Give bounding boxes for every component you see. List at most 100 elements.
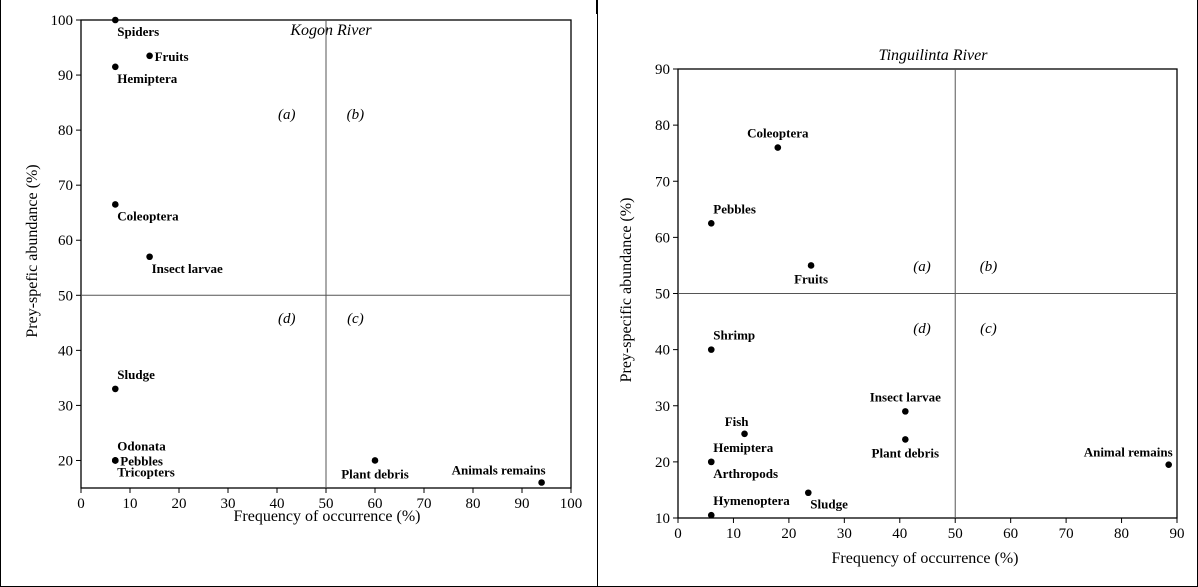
data-point-label: Plant debris — [872, 445, 940, 460]
y-tick-label: 90 — [58, 68, 73, 84]
y-tick-label: 30 — [655, 399, 670, 415]
y-tick-label: 60 — [655, 230, 670, 246]
x-tick-label: 10 — [726, 526, 741, 542]
data-point — [707, 511, 715, 519]
x-tick-label: 40 — [892, 526, 907, 542]
x-axis-label-kogon: Frequency of occurrence (%) — [233, 508, 420, 525]
chart-title-kogon: Kogon River — [289, 22, 372, 39]
data-point — [804, 489, 812, 497]
data-point — [902, 436, 909, 443]
x-tick-label: 40 — [270, 496, 285, 512]
x-tick-label: 60 — [368, 496, 383, 512]
quadrant-label: (a) — [913, 259, 931, 275]
data-point-label: Plant debris — [341, 466, 409, 481]
data-point-label: Hemiptera — [713, 440, 773, 455]
data-point-label: Pebbles — [713, 201, 756, 216]
y-tick-label: 20 — [655, 455, 670, 471]
data-point-label: Insect larvae — [870, 389, 941, 404]
data-point — [146, 52, 153, 60]
x-tick-label: 90 — [1170, 526, 1185, 542]
x-tick-label: 80 — [1114, 526, 1129, 542]
x-tick-label: 0 — [77, 496, 85, 512]
data-point — [112, 457, 119, 464]
y-tick-label: 50 — [655, 287, 670, 303]
x-tick-label: 20 — [781, 526, 796, 542]
data-point — [112, 201, 119, 208]
quadrant-label: (d) — [278, 311, 296, 327]
y-tick-label: 50 — [58, 288, 73, 304]
y-tick-label: 40 — [58, 343, 73, 359]
data-point-label: Coleoptera — [117, 208, 179, 223]
data-point-label: Spiders — [117, 24, 159, 39]
data-point-label: Pebbles — [120, 453, 163, 468]
y-tick-label: 10 — [655, 511, 670, 527]
x-tick-label: 10 — [123, 496, 138, 512]
x-tick-label: 70 — [417, 496, 432, 512]
data-point-label: Fruits — [155, 49, 189, 64]
x-tick-label: 20 — [172, 496, 187, 512]
data-point — [741, 430, 748, 438]
x-tick-label: 90 — [515, 496, 530, 512]
y-axis-label-tinguilinta: Prey-specific abundance (%) — [618, 198, 635, 383]
y-tick-label: 70 — [655, 174, 670, 190]
data-point-label: Hymenoptera — [713, 493, 790, 508]
data-point-label: Fish — [725, 414, 750, 429]
data-point-label: Tricopters — [117, 464, 175, 479]
plot-area-kogon: 0 10 20 30 40 50 60 70 80 90 100 20 30 40 50 60 70 80 90 10… — [51, 13, 583, 512]
data-point-label: Odonata — [117, 438, 166, 453]
data-point-label: Animals remains — [452, 462, 546, 477]
data-point — [774, 144, 782, 151]
data-point-label: Coleoptera — [747, 126, 809, 141]
y-tick-label: 100 — [51, 13, 74, 29]
data-point — [1165, 461, 1172, 468]
data-point-label: Shrimp — [713, 328, 755, 343]
plot-area-tinguilinta: 0 10 20 30 40 50 60 70 80 90102030405060708090(a)… — [655, 62, 1185, 542]
data-point — [707, 458, 715, 466]
data-point — [707, 220, 715, 227]
y-tick-label: 90 — [655, 62, 670, 78]
quadrant-label: (c) — [980, 321, 997, 337]
y-tick-label: 80 — [58, 123, 73, 139]
panel-divider-tick — [596, 0, 598, 14]
x-tick-label: 50 — [319, 496, 334, 512]
y-axis-label-kogon: Prey-spefic abundance (%) — [24, 164, 41, 337]
data-point-label: Sludge — [810, 497, 848, 512]
x-tick-label: 50 — [948, 526, 963, 542]
x-tick-label: 30 — [837, 526, 852, 542]
y-tick-label: 20 — [58, 453, 73, 469]
y-tick-label: 30 — [58, 398, 73, 414]
quadrant-label: (b) — [347, 107, 365, 123]
x-tick-label: 80 — [466, 496, 481, 512]
quadrant-label: (a) — [278, 107, 296, 123]
x-tick-label: 30 — [221, 496, 236, 512]
y-tick-label: 60 — [58, 233, 73, 249]
data-point — [112, 16, 119, 24]
x-axis-label-tinguilinta: Frequency of occurrence (%) — [831, 550, 1018, 567]
data-point — [371, 457, 379, 464]
data-point — [807, 262, 815, 269]
data-point — [902, 408, 909, 415]
quadrant-label: (d) — [913, 321, 931, 337]
data-point-label: Animal remains — [1084, 445, 1173, 460]
data-point — [146, 253, 153, 261]
x-tick-label: 70 — [1059, 526, 1074, 542]
data-point — [707, 346, 715, 353]
data-point-label: Sludge — [117, 367, 155, 382]
x-tick-label: 100 — [560, 496, 583, 512]
y-tick-label: 80 — [655, 118, 670, 134]
data-point — [112, 385, 119, 393]
quadrant-label: (c) — [347, 311, 364, 327]
data-point — [112, 63, 119, 71]
data-point-label: Arthropods — [713, 466, 778, 481]
data-point — [538, 479, 545, 486]
y-tick-label: 70 — [58, 178, 73, 194]
data-point-label: Insect larvae — [152, 261, 223, 276]
quadrant-label: (b) — [980, 259, 998, 275]
x-tick-label: 0 — [674, 526, 682, 542]
chart-title-tinguilinta: Tinguilinta River — [879, 47, 989, 64]
y-tick-label: 40 — [655, 343, 670, 359]
data-point-label: Hemiptera — [117, 71, 177, 86]
data-point-label: Fruits — [794, 271, 828, 286]
x-tick-label: 60 — [1003, 526, 1018, 542]
